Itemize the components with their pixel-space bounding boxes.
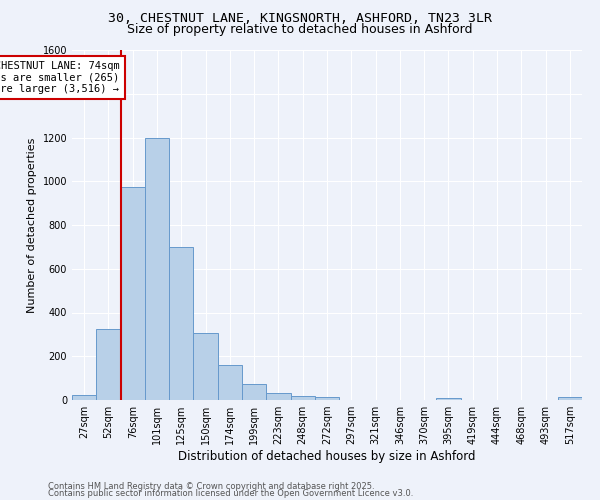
Bar bbox=[242, 384, 266, 400]
Bar bbox=[218, 365, 242, 400]
Bar bbox=[436, 398, 461, 400]
Text: 30, CHESTNUT LANE, KINGSNORTH, ASHFORD, TN23 3LR: 30, CHESTNUT LANE, KINGSNORTH, ASHFORD, … bbox=[108, 12, 492, 26]
Bar bbox=[145, 138, 169, 400]
Bar bbox=[315, 398, 339, 400]
Text: 30 CHESTNUT LANE: 74sqm
← 7% of detached houses are smaller (265)
93% of semi-de: 30 CHESTNUT LANE: 74sqm ← 7% of detached… bbox=[0, 61, 119, 94]
Text: Contains public sector information licensed under the Open Government Licence v3: Contains public sector information licen… bbox=[48, 489, 413, 498]
Text: Contains HM Land Registry data © Crown copyright and database right 2025.: Contains HM Land Registry data © Crown c… bbox=[48, 482, 374, 491]
Bar bbox=[290, 396, 315, 400]
Bar bbox=[193, 334, 218, 400]
X-axis label: Distribution of detached houses by size in Ashford: Distribution of detached houses by size … bbox=[178, 450, 476, 463]
Bar bbox=[72, 394, 96, 400]
Bar bbox=[121, 186, 145, 400]
Y-axis label: Number of detached properties: Number of detached properties bbox=[27, 138, 37, 312]
Bar bbox=[266, 394, 290, 400]
Bar bbox=[558, 398, 582, 400]
Bar bbox=[96, 329, 121, 400]
Bar bbox=[169, 247, 193, 400]
Text: Size of property relative to detached houses in Ashford: Size of property relative to detached ho… bbox=[127, 22, 473, 36]
